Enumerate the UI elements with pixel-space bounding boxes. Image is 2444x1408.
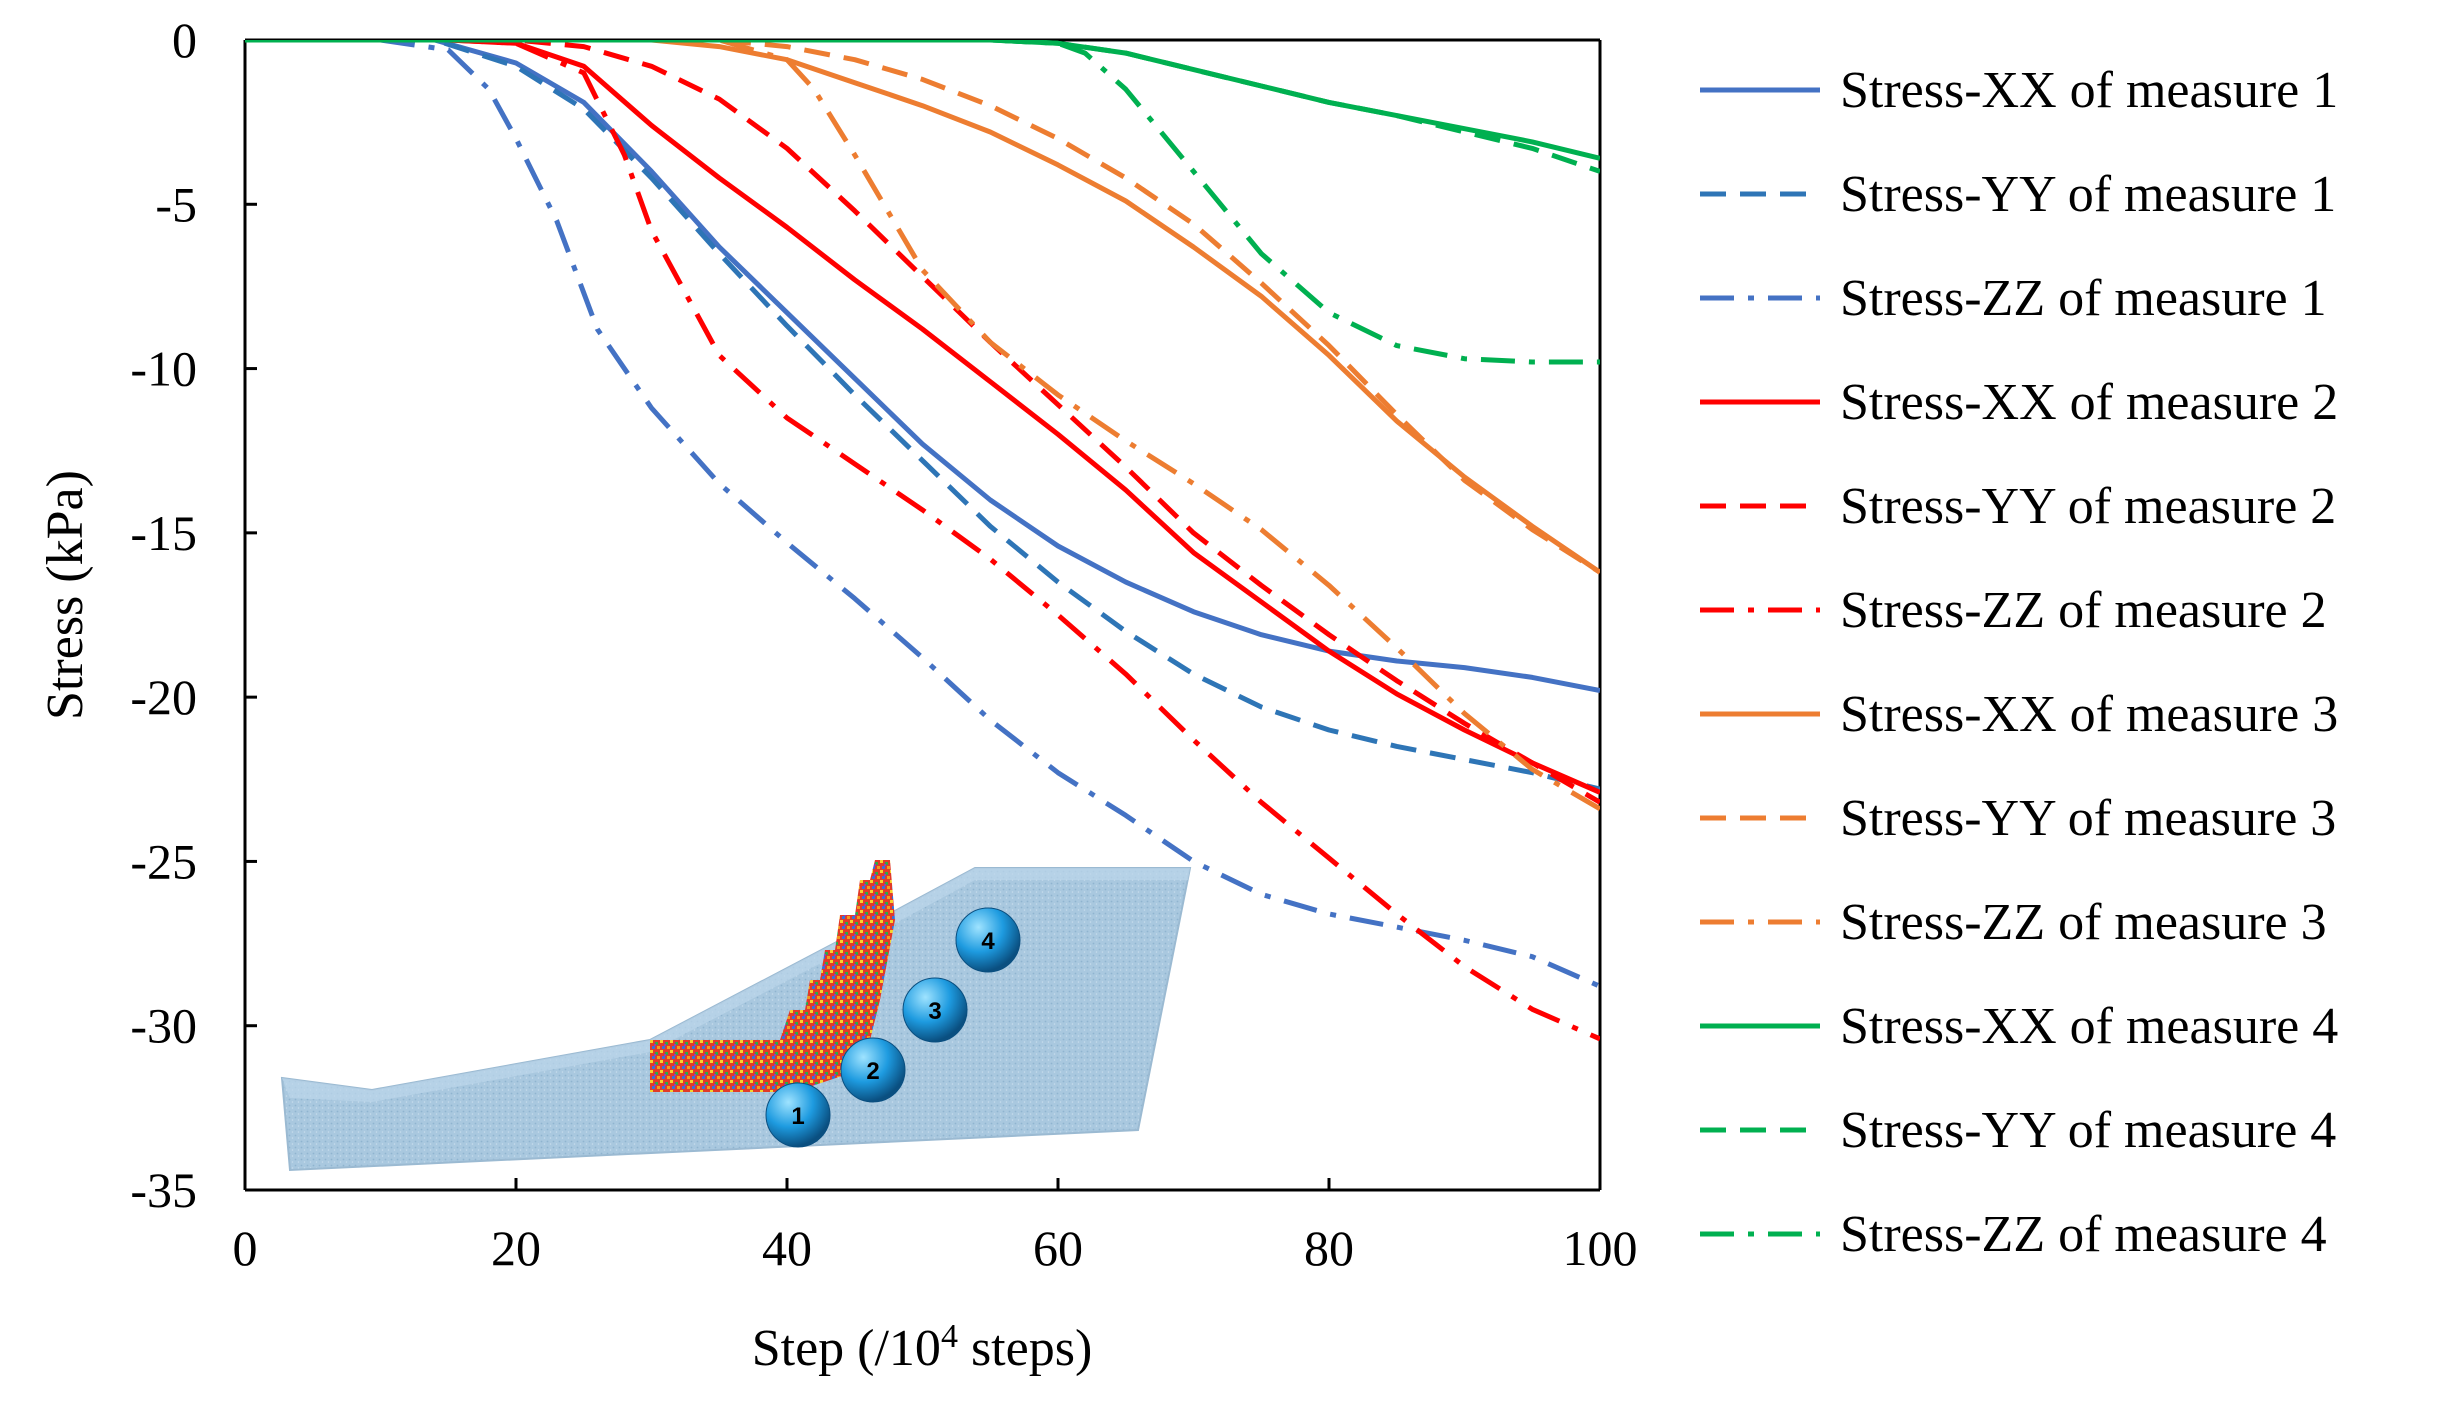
series-line-7	[245, 40, 1600, 575]
legend-label-5: Stress-YY of measure 2	[1840, 478, 2336, 535]
measure-ball-4	[955, 907, 1021, 973]
series-line-12	[245, 40, 1600, 365]
measure-ball-label: 2	[866, 1058, 879, 1085]
measure-ball-3	[902, 977, 968, 1043]
series-line-9	[245, 40, 1600, 812]
series-line-3	[245, 40, 1600, 989]
legend-label-8: Stress-YY of measure 3	[1840, 790, 2336, 847]
y-tick-label: -25	[130, 833, 197, 889]
series-line-11	[245, 40, 1600, 174]
series-line-2	[245, 40, 1600, 792]
legend-label-4: Stress-XX of measure 2	[1840, 374, 2338, 431]
legend-label-6: Stress-ZZ of measure 2	[1840, 582, 2327, 639]
series-line-8	[245, 40, 1600, 575]
y-tick-label: -30	[130, 998, 197, 1054]
x-tick-label: 80	[1304, 1220, 1354, 1276]
x-tick-label: 40	[762, 1220, 812, 1276]
x-tick-label: 20	[491, 1220, 541, 1276]
measure-ball-label: 4	[981, 928, 995, 955]
x-tick-label: 100	[1563, 1220, 1638, 1276]
y-tick-label: 0	[172, 12, 197, 68]
measure-ball-2	[840, 1037, 906, 1103]
legend-label-3: Stress-ZZ of measure 1	[1840, 270, 2327, 327]
y-tick-label: -20	[130, 669, 197, 725]
y-axis-title: Stress (kPa)	[37, 470, 94, 720]
x-tick-label: 0	[233, 1220, 258, 1276]
legend-label-10: Stress-XX of measure 4	[1840, 998, 2338, 1055]
x-axis-title: Step (/104 steps)	[752, 1318, 1093, 1377]
legend-label-1: Stress-XX of measure 1	[1840, 62, 2338, 119]
series-line-1	[245, 40, 1600, 694]
tick-labels: 0 20 40 60 80 100 0 -5 -10 -15 -20 -25 -30 -35	[130, 12, 1637, 1276]
series-line-10	[245, 40, 1600, 161]
colored-particle-region	[650, 860, 895, 1092]
legend-label-12: Stress-ZZ of measure 4	[1840, 1206, 2327, 1263]
series-line-5	[245, 40, 1600, 805]
slope-body	[280, 867, 1192, 1172]
legend-label-7: Stress-XX of measure 3	[1840, 686, 2338, 743]
series-line-4	[245, 40, 1600, 795]
series-layer	[245, 40, 1600, 1042]
measure-balls: 1 2 3 4	[765, 907, 1021, 1148]
y-tick-label: -15	[130, 505, 197, 561]
y-tick-label: -5	[155, 176, 197, 232]
measure-ball-label: 1	[791, 1103, 804, 1130]
slope-model-inset	[280, 860, 1192, 1172]
measure-ball-1	[765, 1082, 831, 1148]
legend: Stress-XX of measure 1 Stress-YY of measu…	[1700, 62, 2338, 1263]
legend-label-9: Stress-ZZ of measure 3	[1840, 894, 2327, 951]
legend-label-2: Stress-YY of measure 1	[1840, 166, 2336, 223]
y-tick-label: -35	[130, 1162, 197, 1218]
x-tick-label: 60	[1033, 1220, 1083, 1276]
y-tick-label: -10	[130, 341, 197, 397]
measure-ball-label: 3	[928, 998, 941, 1025]
legend-label-11: Stress-YY of measure 4	[1840, 1102, 2336, 1159]
series-line-6	[245, 40, 1600, 1042]
